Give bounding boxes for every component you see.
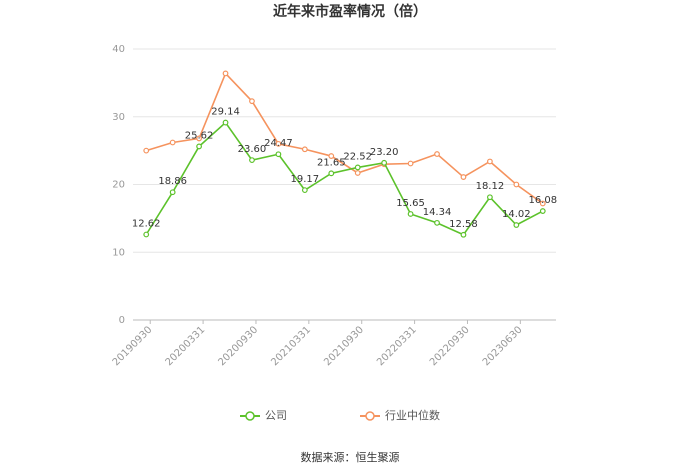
point [249,98,255,105]
x-tick-label: 20210930 [322,324,366,368]
point [196,135,202,142]
y-tick-label: 10 [112,247,125,258]
data-label: 14.02 [502,209,531,220]
point [381,159,388,166]
legend-label: 公司 [265,409,287,422]
point [539,208,546,214]
x-tick-label: 20230630 [481,324,525,368]
y-tick-label: 0 [119,315,125,326]
point [487,158,493,165]
legend-marker [245,411,255,421]
y-tick-label: 20 [112,180,125,191]
point [249,157,255,164]
data-label: 24.47 [264,138,293,149]
line [145,121,544,236]
line [145,71,544,205]
x-tick-label: 20220331 [375,324,419,368]
data-label: 21.65 [317,157,346,168]
data-label: 22.52 [343,151,372,162]
chart-title: 近年来市盈率情况（倍） [273,3,427,20]
point [301,146,308,153]
data-label: 19.17 [291,174,320,185]
point [143,231,150,238]
data-label: 23.60 [238,144,267,155]
data-label: 18.12 [476,181,505,192]
point [434,219,440,226]
y-tick-label: 40 [112,44,125,55]
point [222,70,229,77]
data-label: 25.62 [185,130,214,141]
point [513,181,520,188]
x-tick-label: 20190930 [111,324,155,368]
point [169,139,176,146]
legend-marker [365,411,375,421]
data-label: 12.62 [132,218,161,229]
x-tick-label: 20200331 [164,324,208,368]
point [196,143,202,150]
point [407,160,414,167]
point [487,194,493,201]
point [460,174,467,180]
data-label: 18.86 [158,176,187,187]
point [275,140,282,147]
point [539,200,546,207]
x-tick-label: 20200930 [216,324,260,368]
point [434,151,440,157]
point [407,211,414,217]
point [460,231,467,238]
x-tick-label: 20220930 [428,324,472,368]
point [328,153,335,159]
point [169,189,176,196]
data-label: 16.08 [528,195,557,206]
point [328,170,335,177]
point [301,187,308,194]
point [143,147,150,154]
point [222,119,229,126]
data-label: 15.65 [396,198,425,209]
legend-label: 行业中位数 [385,408,440,422]
source: 数据来源：恒生聚源 [301,450,400,464]
point [354,164,361,171]
data-label: 12.58 [449,219,478,230]
y-tick-label: 30 [112,112,125,123]
x-tick-label: 20210331 [269,324,313,368]
point [513,222,520,228]
data-label: 14.34 [423,207,452,218]
point [354,170,361,176]
data-label: 29.14 [211,107,240,118]
data-label: 23.20 [370,147,399,158]
point [275,151,282,158]
